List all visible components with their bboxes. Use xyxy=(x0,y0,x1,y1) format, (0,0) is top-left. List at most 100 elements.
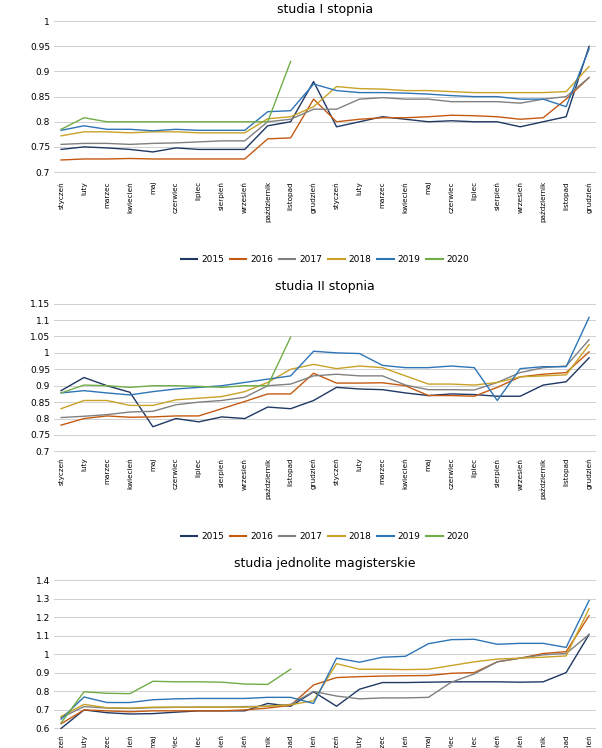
2018 xyxy=(562,652,569,660)
2017 xyxy=(333,105,340,114)
2018 xyxy=(172,396,179,405)
2019 xyxy=(517,95,524,104)
2018 xyxy=(586,62,593,71)
2017 xyxy=(448,385,455,394)
2017 xyxy=(517,99,524,108)
2017 xyxy=(425,693,432,702)
2017 xyxy=(356,372,363,381)
2019 xyxy=(57,714,64,723)
2019 xyxy=(402,364,409,373)
2016 xyxy=(379,113,386,122)
2018 xyxy=(81,396,88,405)
2016 xyxy=(517,373,524,381)
2019 xyxy=(241,126,249,135)
2017 xyxy=(104,139,111,148)
2017 xyxy=(81,139,88,148)
2019 xyxy=(264,693,272,702)
2015 xyxy=(494,117,501,126)
2018 xyxy=(425,379,432,388)
2017 xyxy=(195,702,202,711)
Line: 2018: 2018 xyxy=(61,609,589,717)
2018 xyxy=(356,665,363,674)
2017 xyxy=(126,704,134,713)
2016 xyxy=(172,411,179,420)
2015 xyxy=(448,678,455,687)
2020 xyxy=(241,679,249,688)
2018 xyxy=(57,132,64,141)
2015 xyxy=(81,705,88,714)
2019 xyxy=(356,88,363,97)
2018 xyxy=(517,654,524,663)
2015 xyxy=(81,373,88,382)
2017 xyxy=(402,693,409,702)
2016 xyxy=(149,412,157,421)
2020 xyxy=(104,117,111,126)
2015 xyxy=(586,630,593,639)
Line: 2015: 2015 xyxy=(61,358,589,427)
2017 xyxy=(379,372,386,381)
2018 xyxy=(172,702,179,711)
2016 xyxy=(586,73,593,82)
2016 xyxy=(379,672,386,681)
2017 xyxy=(172,400,179,409)
2019 xyxy=(562,102,569,111)
2019 xyxy=(586,313,593,322)
2016 xyxy=(471,668,478,677)
2019 xyxy=(333,654,340,663)
2016 xyxy=(517,114,524,123)
Title: studia II stopnia: studia II stopnia xyxy=(275,280,375,293)
2015 xyxy=(517,678,524,687)
2017 xyxy=(494,97,501,106)
2017 xyxy=(471,385,478,394)
2019 xyxy=(333,86,340,95)
2018 xyxy=(81,127,88,136)
2016 xyxy=(57,420,64,429)
2016 xyxy=(287,390,294,399)
2018 xyxy=(310,360,317,369)
2018 xyxy=(402,372,409,381)
2016 xyxy=(425,112,432,121)
Line: 2019: 2019 xyxy=(61,601,589,719)
2017 xyxy=(562,92,569,101)
2019 xyxy=(471,92,478,101)
2019 xyxy=(104,125,111,134)
2016 xyxy=(81,705,88,714)
2018 xyxy=(149,401,157,410)
2016 xyxy=(562,647,569,656)
2018 xyxy=(379,364,386,373)
2020 xyxy=(149,117,157,126)
2015 xyxy=(172,144,179,153)
2015 xyxy=(241,706,249,715)
2020 xyxy=(126,117,134,126)
2016 xyxy=(356,114,363,123)
2018 xyxy=(356,84,363,93)
2020 xyxy=(287,665,294,674)
2018 xyxy=(333,659,340,668)
2017 xyxy=(448,678,455,687)
2020 xyxy=(57,718,64,727)
2015 xyxy=(126,145,134,154)
2020 xyxy=(149,381,157,390)
2019 xyxy=(241,378,249,387)
2015 xyxy=(104,381,111,390)
2020 xyxy=(218,383,225,392)
2018 xyxy=(356,361,363,370)
2018 xyxy=(539,653,547,662)
2015 xyxy=(195,417,202,426)
2019 xyxy=(287,106,294,115)
2015 xyxy=(333,123,340,132)
2017 xyxy=(149,407,157,416)
2018 xyxy=(264,114,272,123)
2015 xyxy=(104,708,111,717)
2019 xyxy=(287,693,294,702)
2017 xyxy=(195,138,202,147)
2020 xyxy=(81,687,88,696)
Legend: 2015, 2016, 2017, 2018, 2019, 2020: 2015, 2016, 2017, 2018, 2019, 2020 xyxy=(178,528,473,545)
2018 xyxy=(126,401,134,410)
2017 xyxy=(104,704,111,713)
2020 xyxy=(264,680,272,689)
2018 xyxy=(218,702,225,711)
2017 xyxy=(149,139,157,148)
2019 xyxy=(562,362,569,371)
Line: 2018: 2018 xyxy=(61,345,589,408)
